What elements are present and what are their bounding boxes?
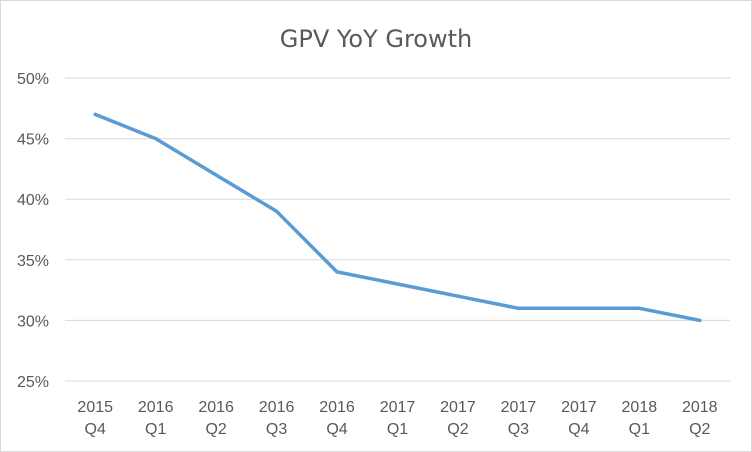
- x-axis-tick-labels: 2015 Q4 2016 Q1 2016 Q2 2016 Q3 2016 Q4 2017 Q1 2017…: [77, 399, 717, 438]
- data-point: [698, 318, 702, 322]
- data-point: [335, 270, 339, 274]
- data-point: [93, 112, 97, 116]
- x-tick-label: 2017 Q4: [561, 399, 597, 438]
- x-tick-label: 2016 Q1: [138, 399, 174, 438]
- gridlines: [65, 77, 730, 382]
- data-point: [154, 137, 158, 141]
- x-tick-label: 2016 Q3: [259, 399, 295, 438]
- data-point: [395, 282, 400, 286]
- data-point: [637, 306, 641, 310]
- y-tick-label: 30%: [17, 313, 49, 330]
- x-tick-label: 2016 Q4: [319, 399, 355, 438]
- x-tick-label: 2015 Q4: [77, 399, 113, 438]
- x-tick-label: 2017 Q1: [380, 399, 416, 438]
- chart-title: GPV YoY Growth: [280, 25, 472, 53]
- y-axis-tick-labels: 25% 30% 35% 40% 45% 50%: [17, 71, 49, 391]
- data-point: [456, 294, 460, 298]
- data-point: [577, 306, 581, 310]
- series-line-0: [93, 112, 702, 323]
- y-tick-label: 25%: [17, 374, 49, 391]
- x-tick-label: 2017 Q3: [501, 399, 537, 438]
- data-point: [274, 209, 279, 213]
- y-tick-label: 35%: [17, 253, 49, 270]
- y-tick-label: 45%: [17, 132, 49, 149]
- data-point: [516, 306, 521, 310]
- x-tick-label: 2016 Q2: [198, 399, 234, 438]
- x-tick-label: 2017 Q2: [440, 399, 476, 438]
- y-tick-label: 40%: [17, 192, 49, 209]
- data-point: [214, 173, 218, 177]
- series-layer: [93, 112, 702, 323]
- x-tick-label: 2018 Q2: [682, 399, 718, 438]
- y-tick-label: 50%: [17, 71, 49, 88]
- x-tick-label: 2018 Q1: [622, 399, 658, 438]
